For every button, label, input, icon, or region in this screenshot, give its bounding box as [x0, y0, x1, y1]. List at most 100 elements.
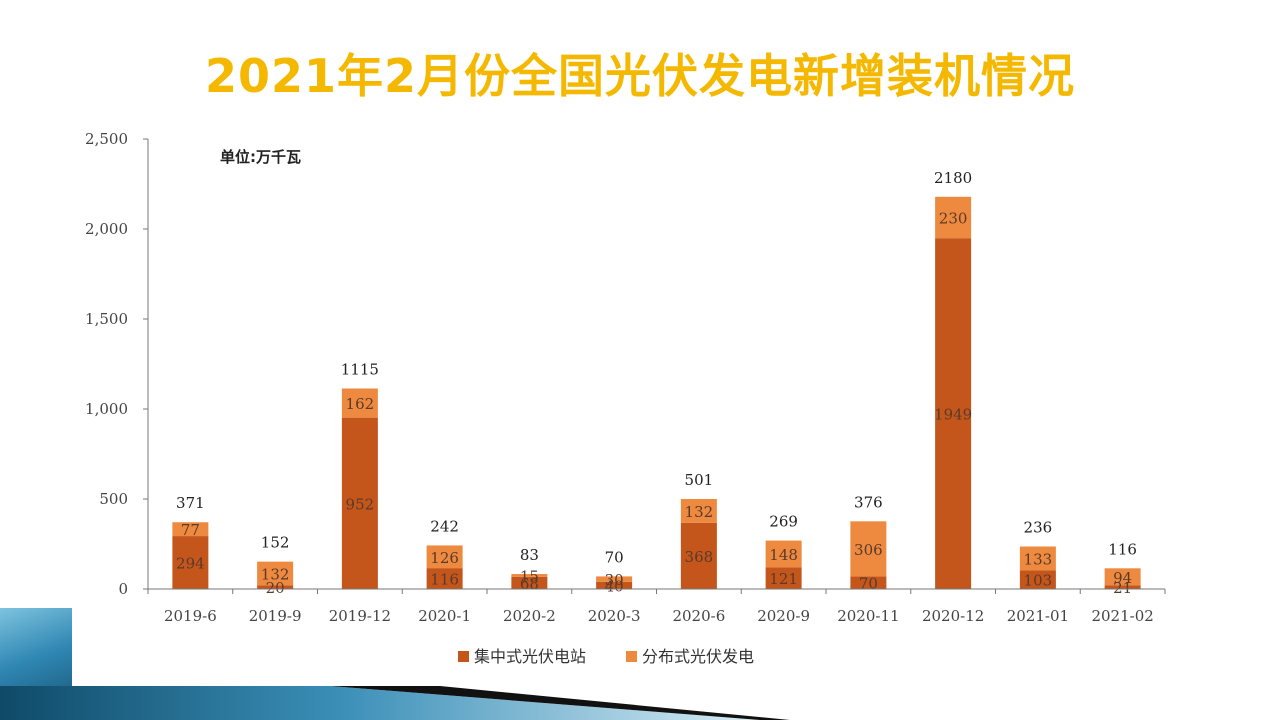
bar-centralized — [172, 536, 209, 589]
bar-group-2020-6: 368 132 501 — [680, 471, 717, 589]
bar-centralized — [1019, 570, 1056, 589]
data-label-total: 152 — [261, 534, 290, 552]
bar-group-2020-11: 70 306 376 — [850, 493, 887, 593]
bar-centralized — [511, 576, 548, 589]
bar-distributed — [341, 388, 378, 418]
data-label-total: 1115 — [341, 360, 379, 378]
x-tick-label: 2021-01 — [1007, 607, 1069, 625]
bar-centralized — [935, 238, 972, 589]
data-label-distributed: 94 — [1113, 569, 1132, 587]
bar-group-2020-9: 121 148 269 — [765, 513, 802, 589]
data-label-total: 242 — [430, 517, 459, 535]
data-label-centralized: 121 — [769, 570, 798, 588]
bar-distributed — [426, 545, 463, 569]
legend-swatch — [458, 651, 469, 662]
x-tick-label: 2020-1 — [418, 607, 471, 625]
data-label-distributed: 77 — [181, 521, 200, 539]
data-label-centralized: 21 — [1113, 579, 1132, 597]
bar-distributed — [935, 196, 972, 239]
data-label-distributed: 230 — [939, 209, 968, 227]
data-label-distributed: 162 — [346, 395, 375, 413]
bar-group-2021-01: 103 133 236 — [1019, 519, 1056, 590]
data-label-centralized: 40 — [605, 577, 624, 595]
bar-centralized — [765, 567, 802, 589]
bar-centralized — [257, 585, 294, 589]
data-label-distributed: 148 — [769, 546, 798, 564]
x-tick-label: 2020-2 — [503, 607, 556, 625]
bar-group-2019-6: 294 77 371 — [172, 494, 209, 589]
x-tick-label: 2020-9 — [757, 607, 810, 625]
bar-group-2019-12: 952 162 1115 — [341, 360, 379, 589]
y-tick-label: 2,000 — [85, 220, 128, 238]
legend-item-2: 分布式光伏发电 — [626, 647, 754, 666]
bar-distributed — [850, 521, 887, 577]
data-label-total: 371 — [176, 494, 205, 512]
x-tick-label: 2019-6 — [164, 607, 217, 625]
x-tick-label: 2019-12 — [329, 607, 391, 625]
data-label-total: 70 — [605, 548, 624, 566]
legend-item-1: 集中式光伏电站 — [458, 647, 586, 666]
x-tick-label: 2020-6 — [672, 607, 725, 625]
data-label-distributed: 306 — [854, 541, 883, 559]
bar-distributed — [257, 561, 294, 586]
bar-distributed — [1104, 568, 1141, 586]
y-tick-label: 0 — [118, 580, 128, 598]
bar-distributed — [680, 499, 717, 523]
bar-centralized — [341, 417, 378, 589]
x-tick-label: 2021-02 — [1091, 607, 1153, 625]
data-label-distributed: 15 — [520, 567, 539, 585]
data-label-centralized: 68 — [520, 575, 539, 593]
data-label-centralized: 116 — [430, 571, 459, 589]
bar-distributed — [765, 540, 802, 568]
data-label-centralized: 368 — [685, 548, 714, 566]
bar-distributed — [511, 574, 548, 577]
unit-label: 单位:万千瓦 — [220, 148, 301, 166]
y-tick-label: 500 — [99, 490, 128, 508]
x-tick-label: 2020-12 — [922, 607, 984, 625]
decorative-bottom-stripe — [0, 686, 790, 720]
data-label-distributed: 132 — [261, 566, 290, 584]
y-tick-label: 1,000 — [85, 400, 128, 418]
x-tick-label: 2020-3 — [588, 607, 641, 625]
data-label-total: 501 — [685, 471, 714, 489]
legend-swatch — [626, 651, 637, 662]
data-label-centralized: 103 — [1024, 572, 1053, 590]
data-label-total: 2180 — [934, 169, 972, 187]
data-label-distributed: 30 — [605, 571, 624, 589]
bar-centralized — [596, 581, 633, 589]
y-tick-label: 2,500 — [85, 130, 128, 148]
bar-distributed — [172, 522, 209, 537]
legend-label: 分布式光伏发电 — [642, 647, 754, 666]
y-tick-label: 1,500 — [85, 310, 128, 328]
data-label-total: 376 — [854, 493, 883, 511]
bar-group-2020-12: 1949 230 2180 — [934, 169, 972, 589]
data-label-total: 269 — [769, 513, 798, 531]
x-tick-label: 2020-11 — [837, 607, 899, 625]
data-label-total: 236 — [1024, 519, 1053, 537]
bar-distributed — [1019, 546, 1056, 571]
legend-label: 集中式光伏电站 — [474, 647, 586, 666]
data-label-centralized: 1949 — [934, 406, 972, 424]
chart-background — [72, 108, 1192, 686]
bar-distributed — [596, 576, 633, 582]
data-label-distributed: 132 — [685, 503, 714, 521]
data-label-distributed: 133 — [1024, 550, 1053, 568]
data-label-centralized: 20 — [266, 579, 285, 597]
x-tick-label: 2019-9 — [249, 607, 302, 625]
data-label-centralized: 294 — [176, 555, 205, 573]
bar-centralized — [850, 576, 887, 589]
data-label-distributed: 126 — [430, 549, 459, 567]
bar-centralized — [1104, 585, 1141, 589]
slide-title: 2021年2月份全国光伏发电新增装机情况 — [204, 49, 1076, 103]
bar-centralized — [680, 522, 717, 589]
data-label-centralized: 70 — [859, 575, 878, 593]
data-label-total: 83 — [520, 546, 539, 564]
data-label-total: 116 — [1108, 540, 1137, 558]
data-label-centralized: 952 — [346, 495, 375, 513]
bar-centralized — [426, 568, 463, 589]
